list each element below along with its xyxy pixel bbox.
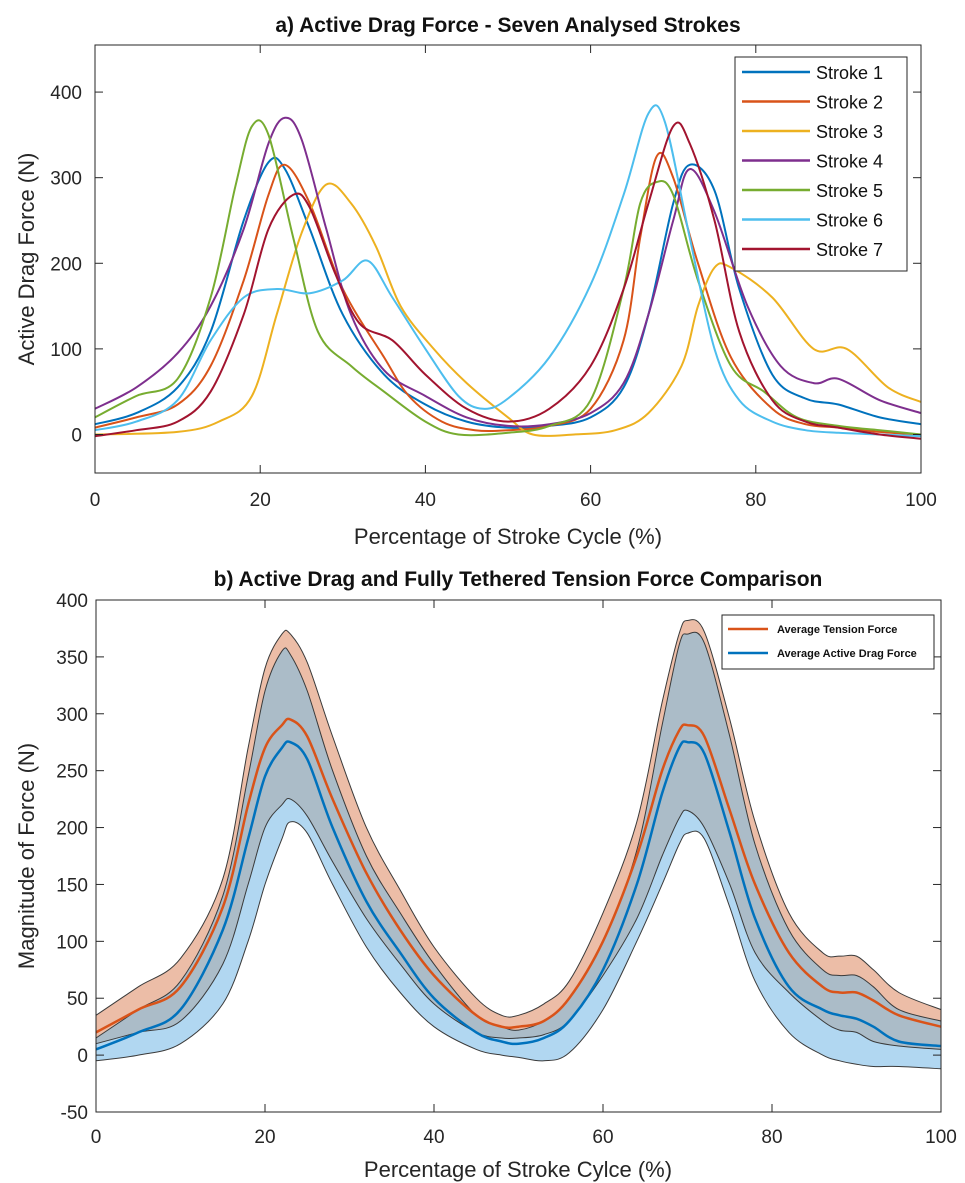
legend-label-stroke-7: Stroke 7 bbox=[816, 240, 883, 260]
legend-label-average-active-drag-force: Average Active Drag Force bbox=[777, 648, 917, 660]
panel-a-active-drag-strokes: a) Active Drag Force - Seven Analysed St… bbox=[14, 14, 937, 549]
panel-b-x-tick-label: 20 bbox=[254, 1127, 275, 1148]
panel-b-x-ticks: 0 20 40 60 80 100 bbox=[91, 600, 957, 1148]
panel-b-y-tick-label: 50 bbox=[67, 989, 88, 1010]
panel-a-x-axis-label: Percentage of Stroke Cycle (%) bbox=[354, 524, 662, 549]
panel-b-y-tick-label: 100 bbox=[56, 932, 88, 953]
panel-b-x-tick-label: 40 bbox=[423, 1127, 444, 1148]
band-edge-upper-average-tension-force bbox=[95, 619, 942, 1018]
line-stroke-7 bbox=[94, 121, 922, 440]
panel-b-y-ticks: -50 0 50 100 150 200 250 300 350 400 bbox=[56, 591, 941, 1124]
panel-a-x-tick-label: 0 bbox=[90, 490, 101, 511]
panel-b-y-tick-label: 0 bbox=[77, 1046, 88, 1067]
band-edge-lower-average-active-drag-force bbox=[95, 821, 942, 1070]
legend-label-stroke-1: Stroke 1 bbox=[816, 63, 883, 83]
panel-a-series-lines bbox=[94, 104, 922, 440]
panel-a-x-tick-label: 80 bbox=[745, 490, 766, 511]
panel-b-x-tick-label: 80 bbox=[761, 1127, 782, 1148]
line-stroke-5 bbox=[94, 119, 922, 437]
panel-b-y-tick-label: -50 bbox=[61, 1103, 88, 1124]
panel-a-y-tick-label: 0 bbox=[71, 425, 82, 446]
panel-b-y-tick-label: 350 bbox=[56, 648, 88, 669]
band-edge-lower-average-tension-force bbox=[95, 798, 942, 1050]
panel-b-axes-box bbox=[95, 599, 942, 1113]
panel-a-title: a) Active Drag Force - Seven Analysed St… bbox=[275, 14, 740, 37]
panel-b-legend: Average Tension Force Average Active Drag… bbox=[721, 614, 935, 670]
panel-a-x-ticks: 0 20 40 60 80 100 bbox=[90, 45, 937, 511]
panel-b-x-tick-label: 0 bbox=[91, 1127, 102, 1148]
panel-a-x-tick-label: 40 bbox=[415, 490, 436, 511]
panel-b-y-tick-label: 250 bbox=[56, 762, 88, 783]
panel-b-legend-box bbox=[721, 614, 935, 670]
panel-a-y-axis-label: Active Drag Force (N) bbox=[14, 153, 39, 366]
panel-a-y-tick-label: 300 bbox=[50, 169, 82, 190]
panel-a-legend-box bbox=[734, 56, 908, 272]
panel-b-title: b) Active Drag and Fully Tethered Tensio… bbox=[214, 568, 823, 591]
panel-a-axes-box bbox=[94, 44, 922, 474]
panel-a-x-tick-label: 100 bbox=[905, 490, 937, 511]
line-average-active-drag-force bbox=[95, 740, 942, 1051]
panel-b-x-tick-label: 100 bbox=[925, 1127, 957, 1148]
line-stroke-4 bbox=[94, 116, 922, 428]
line-average-tension-force bbox=[95, 717, 942, 1034]
legend-label-stroke-4: Stroke 4 bbox=[816, 152, 883, 172]
panel-a-y-ticks: 0 100 200 300 400 bbox=[50, 83, 921, 446]
panel-b-bands bbox=[95, 619, 942, 1070]
panel-a-y-tick-label: 200 bbox=[50, 254, 82, 275]
panel-b-y-tick-label: 300 bbox=[56, 705, 88, 726]
panel-b-y-tick-label: 400 bbox=[56, 591, 88, 612]
legend-label-stroke-3: Stroke 3 bbox=[816, 122, 883, 142]
panel-b-x-tick-label: 60 bbox=[592, 1127, 613, 1148]
legend-label-stroke-2: Stroke 2 bbox=[816, 93, 883, 113]
legend-label-stroke-6: Stroke 6 bbox=[816, 211, 883, 231]
legend-label-stroke-5: Stroke 5 bbox=[816, 181, 883, 201]
line-stroke-1 bbox=[94, 156, 922, 429]
panel-b-y-tick-label: 150 bbox=[56, 875, 88, 896]
panel-b-mean-lines bbox=[95, 717, 942, 1051]
band-tension-upper-excess bbox=[96, 619, 941, 1038]
panel-a-y-tick-label: 100 bbox=[50, 340, 82, 361]
line-stroke-3 bbox=[94, 182, 922, 437]
panel-b-y-tick-label: 200 bbox=[56, 819, 88, 840]
panel-a-legend: Stroke 1 Stroke 2 Stroke 3 Stroke 4 Stroke 5… bbox=[734, 56, 908, 272]
panel-a-x-tick-label: 20 bbox=[250, 490, 271, 511]
panel-b-y-axis-label: Magnitude of Force (N) bbox=[14, 743, 39, 969]
panel-b-force-comparison: b) Active Drag and Fully Tethered Tensio… bbox=[14, 568, 957, 1182]
legend-label-average-tension-force: Average Tension Force bbox=[777, 624, 897, 636]
panel-a-x-tick-label: 60 bbox=[580, 490, 601, 511]
line-stroke-6 bbox=[94, 104, 922, 438]
panel-a-y-tick-label: 400 bbox=[50, 83, 82, 104]
panel-b-x-axis-label: Percentage of Stroke Cylce (%) bbox=[364, 1157, 672, 1182]
